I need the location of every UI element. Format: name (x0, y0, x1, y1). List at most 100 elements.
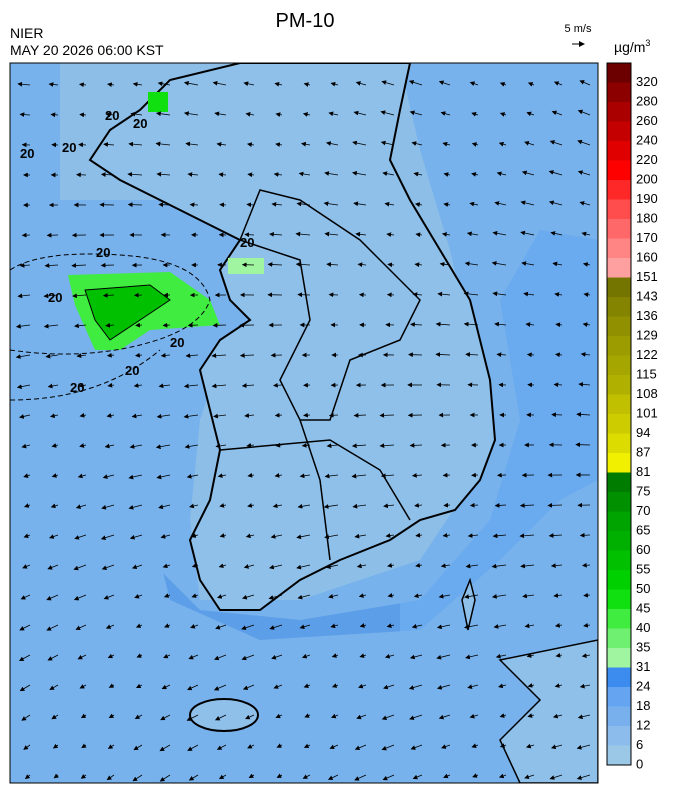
colorbar-segment (607, 628, 631, 648)
wind-arrow (463, 624, 479, 630)
wind-arrow (106, 774, 115, 781)
wind-arrow (239, 353, 255, 358)
wind-arrow (520, 230, 535, 236)
island (461, 577, 476, 631)
wind-arrow (466, 231, 479, 237)
colorbar-segment (607, 336, 631, 356)
wind-arrow (524, 774, 535, 780)
wind-arrow (499, 743, 507, 748)
wind-arrow (191, 563, 199, 568)
wind-arrow (550, 563, 563, 568)
wind-arrow (357, 262, 367, 268)
contour-label: 20 (20, 146, 34, 161)
wind-arrow (491, 594, 507, 599)
wind-arrow (275, 142, 283, 148)
contour-label: 20 (70, 380, 84, 395)
wind-arrow (499, 713, 507, 718)
colorbar-label: 101 (636, 405, 658, 420)
wind-arrow (76, 353, 87, 359)
wind-arrow (527, 713, 535, 718)
wind-arrow (129, 444, 143, 449)
colorbar-segment (607, 102, 631, 122)
wind-arrow (187, 172, 199, 177)
wind-arrow (410, 322, 423, 327)
colorbar-label: 129 (636, 327, 658, 342)
wind-arrow (331, 713, 339, 719)
wind-arrow (331, 653, 339, 658)
wind-arrow (550, 231, 563, 236)
wind-arrow (131, 413, 143, 419)
colorbar-segment (607, 316, 631, 336)
wind-arrow (274, 473, 283, 478)
colorbar-segment (607, 414, 631, 434)
colorbar-segment (607, 472, 631, 492)
wind-arrow (381, 714, 395, 720)
wind-arrow (467, 684, 479, 689)
wind-arrow (551, 110, 563, 116)
colorbar-segment (607, 219, 631, 239)
wind-arrow (52, 743, 59, 749)
wind-arrow (463, 291, 479, 297)
wind-arrow (380, 140, 395, 146)
wind-arrow (276, 743, 283, 748)
wind-arrow (271, 201, 283, 207)
wind-arrow (133, 744, 143, 751)
wind-arrow (526, 352, 535, 358)
wind-arrow (130, 111, 143, 117)
wind-arrow (352, 170, 367, 176)
colorbar-label: 240 (636, 132, 658, 147)
colorbar-segment (607, 706, 631, 726)
wind-arrow (581, 562, 591, 568)
wind-arrow (359, 653, 367, 658)
wind-arrow (554, 622, 563, 628)
wind-arrow (548, 533, 563, 538)
colorbar-segment (607, 277, 631, 297)
wind-arrow (549, 774, 563, 780)
wind-arrow (244, 232, 255, 238)
wind-arrow (163, 653, 171, 659)
wind-arrow (578, 381, 591, 387)
colorbar-label: 65 (636, 522, 650, 537)
contour-label: 20 (62, 140, 76, 155)
wind-arrow (494, 201, 507, 206)
wind-arrow (105, 112, 115, 117)
wind-arrow (272, 503, 283, 509)
wind-arrow (576, 774, 591, 780)
wind-arrow (552, 261, 563, 267)
wind-arrow (358, 683, 367, 689)
wind-arrow (215, 443, 227, 449)
wind-arrow (213, 684, 227, 691)
wind-arrow (443, 172, 451, 177)
colorbar-label: 0 (636, 756, 643, 771)
wind-arrow (351, 473, 367, 479)
wind-arrow (156, 474, 171, 480)
wind-arrow (415, 532, 423, 538)
wind-arrow (436, 624, 451, 630)
wind-arrow (161, 684, 171, 690)
wind-arrow (135, 352, 143, 358)
colorbar-label: 94 (636, 425, 650, 440)
wind-arrow (436, 684, 451, 690)
wind-arrow (159, 744, 171, 752)
wind-arrow (20, 594, 31, 600)
wind-arrow (242, 684, 255, 690)
colorbar-segment (607, 258, 631, 278)
wind-arrow (303, 82, 311, 87)
wind-arrow (409, 442, 423, 448)
wind-arrow (73, 594, 87, 601)
wind-arrow (526, 653, 535, 658)
colorbar-label: 170 (636, 230, 658, 245)
wind-arrow (105, 322, 115, 328)
colorbar-label: 108 (636, 386, 658, 401)
wind-arrow (106, 413, 115, 418)
wind-arrow (443, 502, 451, 508)
wind-arrow (103, 142, 115, 147)
wind-arrow (302, 774, 311, 779)
wind-arrow (411, 141, 423, 146)
map: 20 20 20 20 20 20 20 20 20 20 (10, 63, 598, 783)
wind-arrow (77, 654, 87, 660)
wind-arrow (379, 443, 395, 449)
colorbar-segment (607, 511, 631, 531)
wind-arrow (471, 142, 479, 147)
wind-arrow (499, 82, 507, 87)
